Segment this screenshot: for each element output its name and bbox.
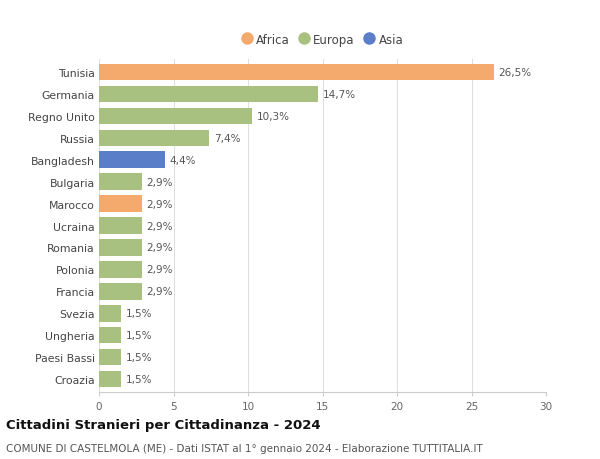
Bar [99,174,142,190]
Bar [99,218,142,234]
Text: 1,5%: 1,5% [126,353,152,363]
Bar [99,305,121,322]
Bar [99,327,121,344]
Text: 2,9%: 2,9% [146,287,173,297]
Text: 1,5%: 1,5% [126,375,152,384]
Bar [99,196,142,213]
Text: 14,7%: 14,7% [323,90,356,100]
Text: 4,4%: 4,4% [169,156,196,165]
Text: Cittadini Stranieri per Cittadinanza - 2024: Cittadini Stranieri per Cittadinanza - 2… [6,418,320,431]
Text: 2,9%: 2,9% [146,221,173,231]
Bar [99,65,494,81]
Text: 1,5%: 1,5% [126,308,152,319]
Bar [99,262,142,278]
Bar [99,108,253,125]
Legend: Africa, Europa, Asia: Africa, Europa, Asia [237,29,408,51]
Text: 2,9%: 2,9% [146,199,173,209]
Bar [99,240,142,256]
Bar [99,130,209,147]
Text: 1,5%: 1,5% [126,330,152,341]
Text: 7,4%: 7,4% [214,134,240,144]
Text: 2,9%: 2,9% [146,265,173,275]
Text: 10,3%: 10,3% [257,112,290,122]
Text: 2,9%: 2,9% [146,177,173,187]
Bar [99,152,164,168]
Text: COMUNE DI CASTELMOLA (ME) - Dati ISTAT al 1° gennaio 2024 - Elaborazione TUTTITA: COMUNE DI CASTELMOLA (ME) - Dati ISTAT a… [6,443,483,453]
Text: 2,9%: 2,9% [146,243,173,253]
Bar [99,349,121,366]
Bar [99,371,121,387]
Text: 26,5%: 26,5% [499,68,532,78]
Bar [99,284,142,300]
Bar [99,86,318,103]
